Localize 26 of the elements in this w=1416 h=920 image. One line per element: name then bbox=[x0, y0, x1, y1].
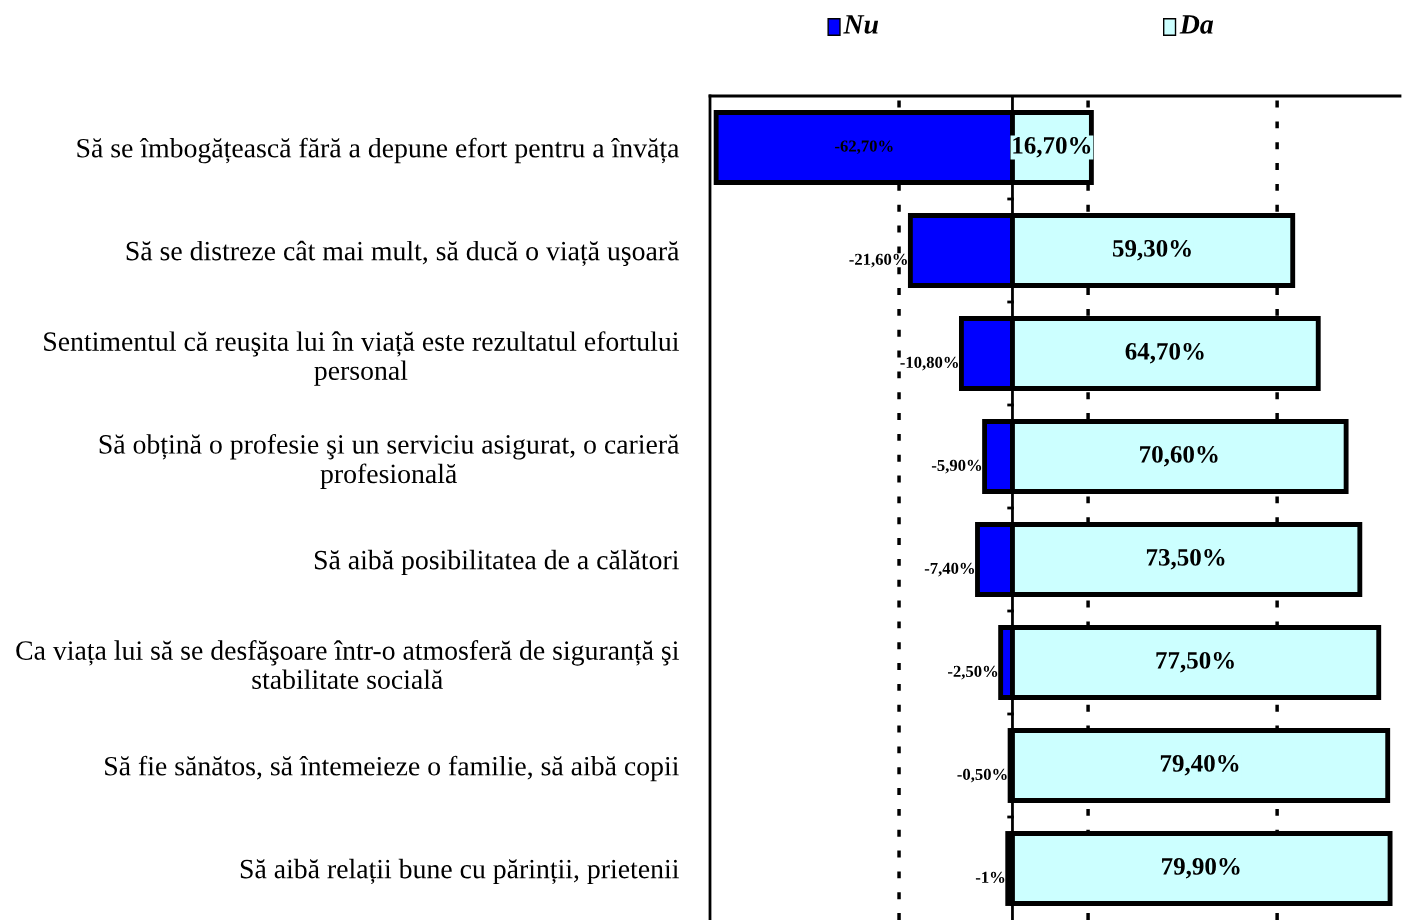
legend-label: Da bbox=[1179, 15, 1214, 34]
data-label: -1% bbox=[975, 871, 1005, 884]
data-label: -2,50% bbox=[947, 665, 998, 680]
y-tick-label: Să obțină o profesie şi un serviciu asigurat, o carieră profesională bbox=[99, 433, 680, 489]
data-label: 77,50% bbox=[1156, 651, 1234, 673]
y-tick-label: Să aibă relații bune cu părinții, prietenii bbox=[240, 858, 679, 885]
y-tick-label: Sentimentul că reuşita lui în viață este rezultatul efortului personal bbox=[44, 331, 679, 386]
data-label: 79,40% bbox=[1160, 754, 1239, 776]
data-label: -10,80% bbox=[900, 356, 958, 371]
data-label: 79,90% bbox=[1162, 857, 1240, 879]
data-label: -5,90% bbox=[931, 459, 982, 474]
data-label: 64,70% bbox=[1125, 342, 1204, 364]
data-label: 16,70% bbox=[1013, 136, 1091, 158]
legend-label: Nu bbox=[843, 15, 879, 34]
y-tick-label: Să se îmbogățească fără a depune efort pentru a învăța bbox=[77, 137, 680, 164]
data-label: 59,30% bbox=[1112, 239, 1191, 261]
data-label: -21,60% bbox=[849, 253, 907, 268]
y-tick-label: Să fie sănătos, să întemeieze o familie, să aibă copii bbox=[105, 755, 679, 782]
data-label: -0,50% bbox=[957, 768, 1007, 783]
data-label: 73,50% bbox=[1146, 548, 1225, 570]
y-tick-label: Ca viața lui să se desfăşoare într-o atmosferă de siguranță şi stabilitate socială bbox=[16, 640, 679, 690]
data-label: -7,40% bbox=[924, 562, 975, 577]
y-tick-label: Să aibă posibilitatea de a călători bbox=[314, 549, 679, 576]
y-tick-label: Să se distreze cât mai mult, să ducă o viață uşoară bbox=[126, 240, 680, 267]
data-label: -62,70% bbox=[835, 140, 893, 155]
data-label: 70,60% bbox=[1140, 445, 1218, 467]
